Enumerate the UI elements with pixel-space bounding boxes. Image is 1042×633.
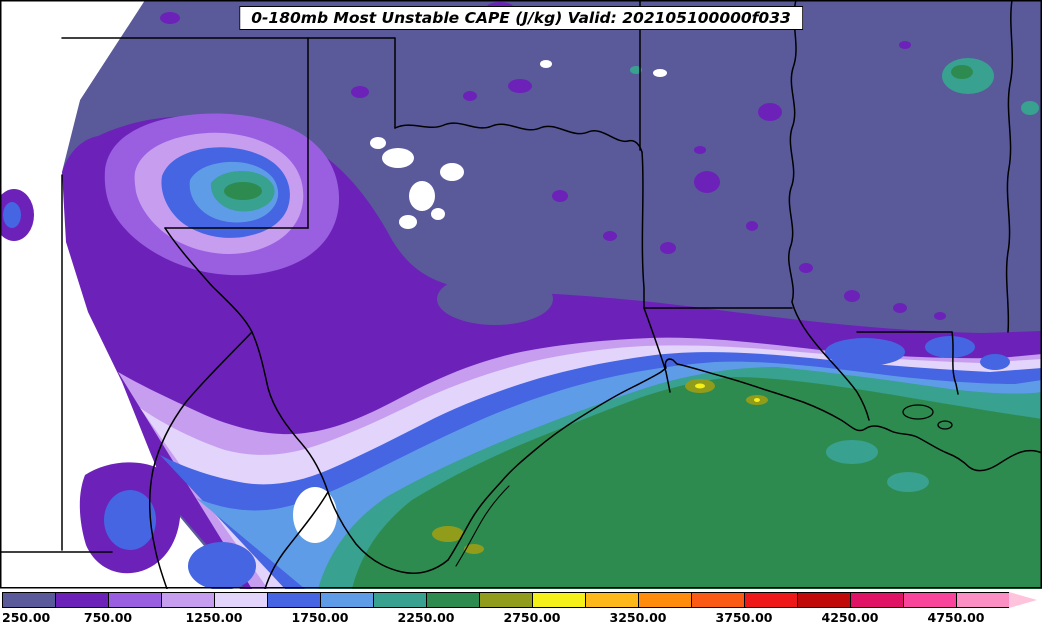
border-tx-east (641, 151, 645, 309)
colorbar-tick-label: 4250.00 (821, 610, 879, 625)
purple-speckles (160, 2, 946, 320)
top-edge-green-spot (951, 65, 973, 79)
colorbar-cell (373, 592, 426, 608)
colorbar-cell (850, 592, 903, 608)
colorbar-cell (108, 592, 161, 608)
colorbar-cell (426, 592, 479, 608)
colorbar-tick-label: 4750.00 (927, 610, 985, 625)
map-frame (0, 0, 1042, 589)
mexico-blue-patch-south (188, 542, 256, 589)
lake-outlines (902, 404, 953, 430)
no-data-holes (293, 60, 667, 543)
colorbar-cell (161, 592, 214, 608)
colorbar-cell (532, 592, 585, 608)
colorbar-tick-label: 2250.00 (397, 610, 455, 625)
colorbar-cell (320, 592, 373, 608)
river-sabine (643, 307, 671, 393)
colorbar-tick-label: 3250.00 (609, 610, 667, 625)
cape-map (0, 0, 1042, 589)
colorbar-cell (585, 592, 638, 608)
colorbar-cell (638, 592, 691, 608)
border-ms-al (1005, 0, 1014, 333)
colorbar-cell (691, 592, 744, 608)
colorbar-tick-label: 750.00 (83, 610, 133, 625)
cape-slate-intrusion (437, 273, 553, 325)
map-boundary-lines (0, 0, 1042, 589)
border-mexico-state-a (149, 331, 253, 589)
river-red-tx-ok (394, 122, 643, 153)
map-title: 0-180mb Most Unstable CAPE (J/kg) Valid:… (251, 9, 791, 27)
colorbar (2, 592, 1037, 608)
colorbar-cell (903, 592, 956, 608)
border-mexico-state-b (264, 491, 329, 589)
colorbar-cell (479, 592, 532, 608)
cape-map-svg (0, 0, 1042, 589)
coastline-barrier-island (455, 485, 510, 567)
colorbar-cell (744, 592, 797, 608)
colorbar-cell (267, 592, 320, 608)
colorbar-labels: 250.00 750.00 1250.00 1750.00 2250.00 2750.00… (0, 610, 1042, 630)
coastline-gulf (447, 358, 1042, 561)
blue-patches-east (825, 336, 1010, 370)
map-title-box: 0-180mb Most Unstable CAPE (J/kg) Valid:… (239, 6, 803, 30)
cape-nw-green-core (224, 182, 262, 200)
colorbar-cell (956, 592, 1009, 608)
small-lake (937, 420, 953, 430)
teal-patches-louisiana (826, 440, 929, 492)
west-edge-blue-patch (3, 202, 21, 228)
colorbar-tick-label: 250.00 (2, 610, 51, 625)
river-pearl (951, 331, 959, 395)
lake-pontchartrain (902, 404, 934, 420)
colorbar-tick-label: 1750.00 (291, 610, 349, 625)
colorbar-tick-label: 1250.00 (185, 610, 243, 625)
colorbar-cell (2, 592, 55, 608)
colorbar-tick-label: 3750.00 (715, 610, 773, 625)
colorbar-tick-label: 2750.00 (503, 610, 561, 625)
colorbar-cell (797, 592, 850, 608)
colorbar-cells (2, 592, 1009, 608)
river-rio-grande (164, 227, 449, 574)
mexico-blue-patch (104, 490, 156, 550)
river-mississippi (788, 0, 870, 421)
yellow-spots (695, 383, 760, 402)
cape-band-green-coastal (352, 377, 1042, 589)
colorbar-cell (214, 592, 267, 608)
colorbar-overflow-arrow (1009, 592, 1037, 608)
no-data-white-region (0, 0, 210, 589)
colorbar-cell (55, 592, 108, 608)
